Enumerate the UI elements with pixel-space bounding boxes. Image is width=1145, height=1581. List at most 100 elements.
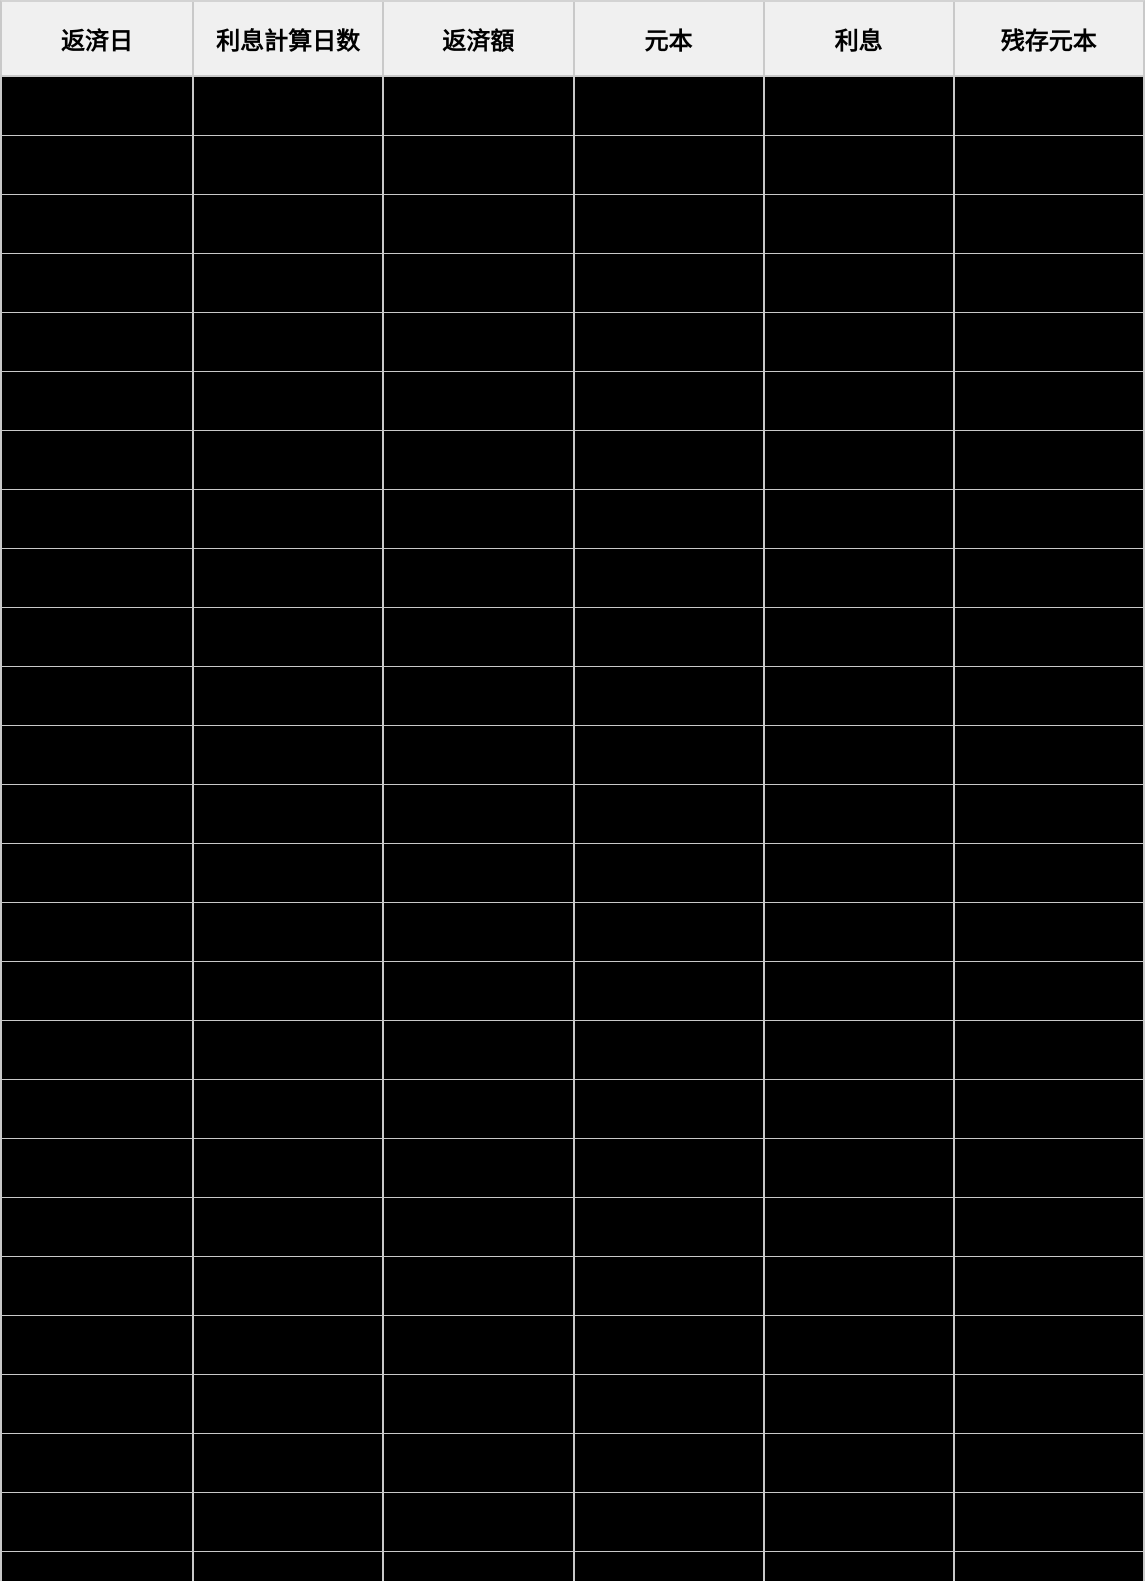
table-cell [952,1316,1143,1374]
table-row [2,254,1143,313]
table-cell [382,1434,572,1492]
column-header-principal: 元本 [572,2,763,75]
table-cell [572,1375,763,1433]
table-cell [2,1434,192,1492]
table-cell [952,136,1143,194]
table-cell [382,549,572,607]
table-cell [382,844,572,902]
table-cell [572,844,763,902]
table-cell [572,785,763,843]
table-cell [192,1080,382,1138]
table-row [2,785,1143,844]
table-cell [192,962,382,1020]
table-cell [952,1375,1143,1433]
table-cell [382,1139,572,1197]
table-cell [2,313,192,371]
table-cell [952,785,1143,843]
table-cell [572,1434,763,1492]
table-cell [572,1552,763,1581]
table-cell [572,903,763,961]
table-cell [952,195,1143,253]
table-row [2,1198,1143,1257]
table-cell [762,1021,953,1079]
column-header-interest: 利息 [762,2,953,75]
table-cell [382,1198,572,1256]
table-cell [192,726,382,784]
table-cell [382,1375,572,1433]
table-cell [572,667,763,725]
table-cell [952,1552,1143,1581]
table-cell [952,431,1143,489]
table-row [2,1552,1143,1581]
table-cell [952,313,1143,371]
table-cell [382,1552,572,1581]
table-cell [2,726,192,784]
table-cell [762,726,953,784]
table-row [2,431,1143,490]
table-cell [952,962,1143,1020]
table-row [2,1021,1143,1080]
table-cell [382,726,572,784]
table-cell [192,77,382,135]
table-row [2,1493,1143,1552]
table-cell [952,372,1143,430]
table-cell [952,726,1143,784]
table-cell [382,608,572,666]
table-row [2,549,1143,608]
table-cell [572,431,763,489]
table-cell [192,490,382,548]
table-cell [2,1198,192,1256]
table-cell [572,195,763,253]
column-header-remaining-principal: 残存元本 [952,2,1143,75]
table-cell [382,667,572,725]
table-cell [382,1493,572,1551]
table-cell [382,785,572,843]
table-row [2,1139,1143,1198]
table-cell [2,608,192,666]
table-cell [952,1493,1143,1551]
table-cell [572,1257,763,1315]
table-cell [762,254,953,312]
table-cell [572,1021,763,1079]
table-cell [952,490,1143,548]
table-cell [572,1198,763,1256]
table-cell [2,1375,192,1433]
table-cell [762,785,953,843]
table-cell [762,77,953,135]
table-cell [952,667,1143,725]
table-row [2,1316,1143,1375]
table-cell [382,313,572,371]
column-header-repayment-amount: 返済額 [382,2,572,75]
table-cell [762,1375,953,1433]
table-cell [2,1257,192,1315]
table-cell [762,1552,953,1581]
table-cell [192,785,382,843]
table-cell [2,1139,192,1197]
table-cell [952,254,1143,312]
table-cell [192,431,382,489]
table-cell [2,136,192,194]
table-cell [382,136,572,194]
table-cell [572,726,763,784]
table-cell [762,1316,953,1374]
table-cell [572,608,763,666]
table-cell [2,1021,192,1079]
table-row [2,1080,1143,1139]
table-cell [2,1552,192,1581]
table-cell [192,254,382,312]
table-cell [2,254,192,312]
table-row [2,372,1143,431]
table-cell [2,903,192,961]
table-cell [952,77,1143,135]
table-body [2,77,1143,1581]
table-cell [762,667,953,725]
table-row [2,313,1143,372]
table-row [2,77,1143,136]
table-cell [572,372,763,430]
table-cell [762,903,953,961]
table-cell [762,313,953,371]
table-cell [2,490,192,548]
table-cell [382,195,572,253]
table-cell [2,77,192,135]
table-cell [762,372,953,430]
